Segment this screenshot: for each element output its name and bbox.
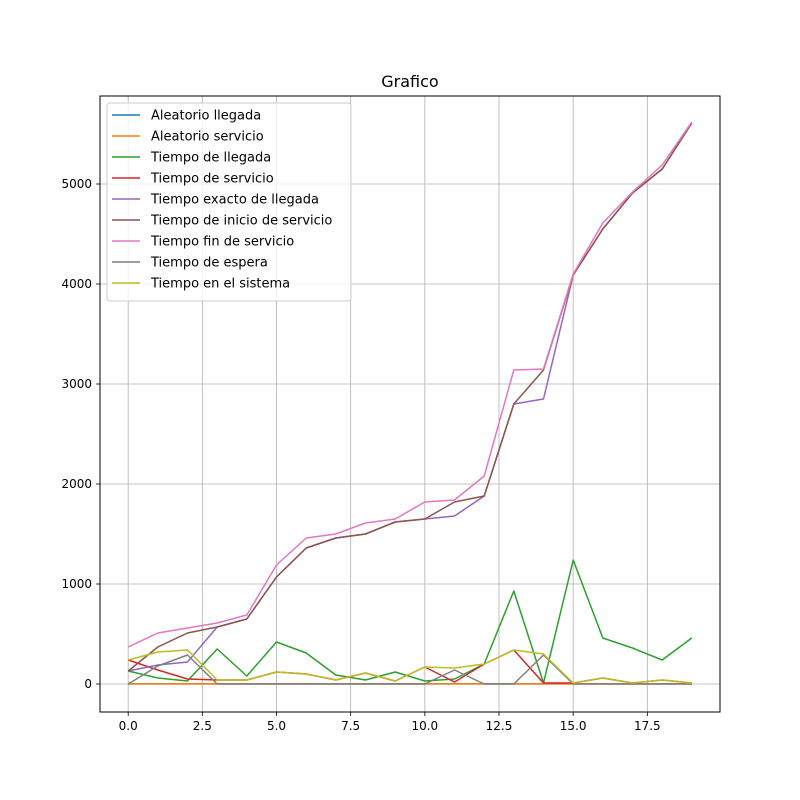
- x-tick-label: 0.0: [119, 719, 138, 733]
- y-tick-label: 1000: [61, 577, 92, 591]
- legend-label: Tiempo exacto de llegada: [150, 193, 319, 208]
- y-tick-label: 5000: [61, 177, 92, 191]
- legend-label: Tiempo de llegada: [150, 151, 271, 166]
- x-tick-label: 17.5: [634, 719, 661, 733]
- x-tick-label: 10.0: [411, 719, 438, 733]
- legend-label: Tiempo fin de servicio: [150, 235, 294, 250]
- chart-title: Grafico: [381, 72, 438, 91]
- series-line-tiempo-de-llegada: [128, 559, 693, 684]
- legend-label: Tiempo de inicio de servicio: [150, 214, 332, 229]
- x-tick-label: 5.0: [267, 719, 286, 733]
- series-line-tiempo-en-el-sistema: [128, 649, 692, 684]
- axes-frame: [99, 95, 721, 713]
- legend-box: [106, 102, 352, 302]
- y-tick-label: 4000: [61, 277, 92, 291]
- y-tick-label: 2000: [61, 477, 92, 491]
- series-line-tiempo-fin-de-servicio: [127, 121, 693, 648]
- x-tick-label: 15.0: [560, 719, 587, 733]
- y-tick-label: 3000: [61, 377, 92, 391]
- legend-label: Tiempo de espera: [150, 256, 268, 271]
- series-lines: [127, 121, 693, 685]
- axis-ticks: 0.0 2.5 5.0 7.5 10.0 12.5 15.0 17.5 0 1000 2000 300…: [61, 177, 660, 733]
- legend: Aleatorio llegada Aleatorio servicio Tiemp…: [106, 102, 352, 302]
- x-tick-label: 2.5: [193, 719, 212, 733]
- legend-label: Aleatorio servicio: [151, 130, 264, 145]
- series-line-tiempo-de-espera: [127, 654, 692, 685]
- y-tick-label: 0: [84, 677, 92, 691]
- x-tick-label: 12.5: [486, 719, 513, 733]
- legend-label: Tiempo de servicio: [150, 172, 274, 187]
- legend-label: Aleatorio llegada: [151, 109, 261, 124]
- x-tick-label: 7.5: [341, 719, 360, 733]
- series-line-tiempo-de-inicio-de-servicio: [127, 122, 693, 672]
- legend-label: Tiempo en el sistema: [150, 277, 290, 292]
